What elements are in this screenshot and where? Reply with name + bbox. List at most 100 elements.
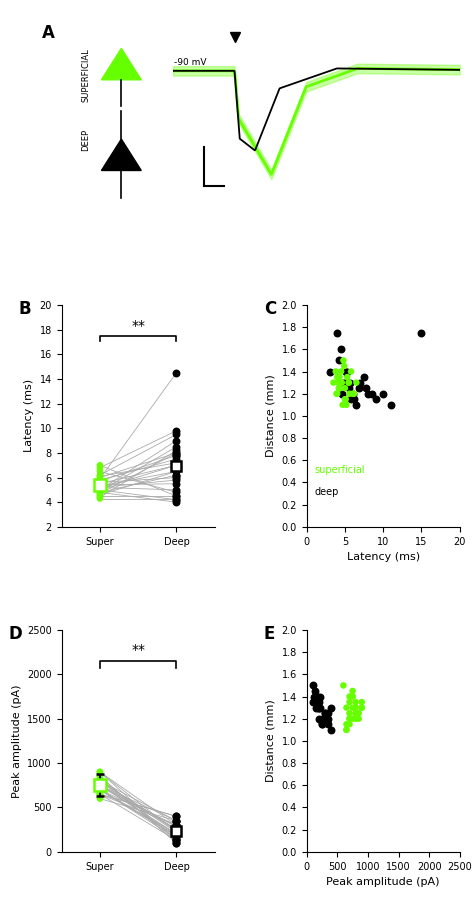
Point xyxy=(173,455,180,470)
Point xyxy=(173,485,180,500)
Point xyxy=(96,765,104,780)
Point xyxy=(96,773,104,788)
Point xyxy=(96,479,104,494)
Point xyxy=(340,359,348,374)
Point xyxy=(318,717,326,732)
Point xyxy=(353,376,360,390)
Point xyxy=(349,689,356,703)
Point xyxy=(96,787,104,802)
Point xyxy=(96,782,104,797)
X-axis label: Latency (ms): Latency (ms) xyxy=(346,552,420,562)
Point xyxy=(173,489,180,504)
Point xyxy=(334,370,341,385)
Point xyxy=(346,717,353,732)
Point xyxy=(96,778,104,792)
Point xyxy=(345,376,353,390)
Point xyxy=(355,381,363,396)
Point xyxy=(96,481,104,496)
Point xyxy=(173,452,180,466)
Point xyxy=(346,712,353,726)
Point xyxy=(346,376,353,390)
Y-axis label: Distance (mm): Distance (mm) xyxy=(266,375,276,457)
Point xyxy=(96,487,104,502)
Point xyxy=(173,818,180,833)
Point xyxy=(344,365,351,379)
Point xyxy=(96,477,104,492)
Point xyxy=(350,392,358,407)
Point xyxy=(96,483,104,497)
Point xyxy=(173,831,180,845)
Point xyxy=(320,712,328,726)
Point xyxy=(341,381,349,396)
Point xyxy=(344,376,352,390)
Point xyxy=(96,773,104,788)
Point xyxy=(173,818,180,833)
Point xyxy=(309,694,317,709)
Point xyxy=(324,712,332,726)
Y-axis label: Latency (ms): Latency (ms) xyxy=(24,379,34,453)
Point xyxy=(324,717,332,732)
Point xyxy=(315,712,323,726)
Point xyxy=(329,376,337,390)
Point xyxy=(173,823,180,837)
Point xyxy=(316,689,324,703)
Point xyxy=(314,701,321,715)
Point xyxy=(173,427,180,442)
Point xyxy=(96,769,104,784)
Point xyxy=(173,835,180,850)
Point xyxy=(315,701,323,715)
Point xyxy=(347,365,355,379)
Polygon shape xyxy=(101,139,141,170)
Point xyxy=(337,342,345,356)
Point xyxy=(326,365,333,379)
Point xyxy=(96,491,104,506)
Point xyxy=(96,769,104,784)
Point xyxy=(96,778,104,792)
Text: B: B xyxy=(19,300,31,319)
Point xyxy=(96,778,104,792)
Point xyxy=(96,464,104,479)
Point xyxy=(364,387,372,401)
Point xyxy=(316,701,324,715)
Point xyxy=(312,689,319,703)
Point xyxy=(358,701,365,715)
Point xyxy=(321,706,329,721)
Point xyxy=(173,464,180,479)
Point xyxy=(173,365,180,380)
Point xyxy=(360,370,368,385)
Point xyxy=(355,712,363,726)
Point xyxy=(96,489,104,504)
Point xyxy=(334,376,342,390)
Point xyxy=(96,475,104,490)
Point xyxy=(96,773,104,788)
Point xyxy=(96,787,104,802)
Point xyxy=(96,782,104,797)
Point xyxy=(173,829,180,844)
Point xyxy=(350,387,358,401)
Point xyxy=(96,461,104,475)
Point xyxy=(96,490,104,505)
Point xyxy=(96,765,104,780)
Y-axis label: Distance (mm): Distance (mm) xyxy=(266,700,276,782)
Text: C: C xyxy=(264,300,276,319)
Point xyxy=(173,489,180,504)
Point xyxy=(342,392,349,407)
Point xyxy=(321,706,329,721)
Point xyxy=(173,829,180,844)
Point xyxy=(173,440,180,454)
Point xyxy=(96,476,104,491)
Point xyxy=(173,820,180,834)
Point xyxy=(355,706,363,721)
Point xyxy=(349,683,356,698)
Point xyxy=(173,458,180,473)
Point xyxy=(173,825,180,840)
Point xyxy=(173,813,180,828)
Point xyxy=(96,778,104,792)
Point xyxy=(358,701,365,715)
Point xyxy=(173,813,180,828)
Point xyxy=(173,809,180,823)
Point xyxy=(349,387,356,401)
Point xyxy=(341,392,349,407)
Text: D: D xyxy=(8,626,22,643)
Point xyxy=(173,491,180,506)
